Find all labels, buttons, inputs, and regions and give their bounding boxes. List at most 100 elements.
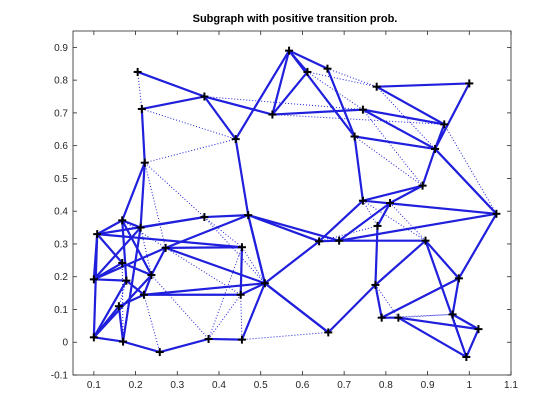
node-marker-14 <box>431 144 440 153</box>
node-marker-12 <box>440 120 449 129</box>
node-marker-13 <box>350 132 359 141</box>
solid-edge-47 <box>92 246 167 281</box>
node-marker-17 <box>358 196 367 205</box>
node-marker-1 <box>137 104 146 113</box>
node-marker-50 <box>462 352 471 361</box>
solid-edge-36 <box>203 214 250 219</box>
solid-edge-68 <box>92 336 125 343</box>
solid-edge-22 <box>421 147 437 187</box>
node-marker-37 <box>236 290 245 299</box>
node-marker-16 <box>492 209 501 218</box>
x-tick-label-7: 0.8 <box>379 380 393 391</box>
node-marker-34 <box>139 290 148 299</box>
solid-edge-39 <box>164 246 244 249</box>
y-tick-label-10: 0.9 <box>54 43 68 54</box>
solid-edge-67 <box>457 212 498 280</box>
solid-edge-76 <box>451 313 480 331</box>
node-marker-5 <box>285 46 294 55</box>
node-marker-31 <box>118 258 127 267</box>
x-tick-label-8: 0.9 <box>421 380 435 391</box>
dotted-edge-11 <box>354 136 423 187</box>
solid-edge-70 <box>158 337 210 354</box>
node-marker-48 <box>448 310 457 319</box>
y-tick-label-6: 0.5 <box>54 174 68 185</box>
solid-edge-2 <box>140 107 146 164</box>
dotted-edge-2 <box>144 138 236 164</box>
solid-edge-6 <box>234 138 250 217</box>
node-marker-32 <box>122 276 131 285</box>
dotted-edge-28 <box>240 294 243 340</box>
y-tick-label-0: -0.1 <box>51 371 69 382</box>
solid-edge-5 <box>234 49 291 141</box>
dotted-edge-12 <box>443 124 497 215</box>
solid-edge-77 <box>465 328 480 359</box>
solid-edge-20 <box>353 135 365 202</box>
solid-edge-45 <box>92 226 142 281</box>
node-marker-42 <box>155 348 164 357</box>
dotted-edge-31 <box>398 313 453 319</box>
node-marker-49 <box>474 325 483 334</box>
node-marker-29 <box>89 275 98 284</box>
x-tick-label-3: 0.4 <box>212 380 226 391</box>
node-marker-9 <box>465 79 474 88</box>
solid-edge-64 <box>374 283 383 319</box>
solid-edge-16 <box>271 108 365 116</box>
solid-edge-9 <box>271 49 291 116</box>
dotted-edge-1 <box>204 96 363 111</box>
node-marker-35 <box>114 302 123 311</box>
solid-edge-11 <box>271 70 309 116</box>
solid-edge-89 <box>96 233 124 265</box>
solid-edge-14 <box>375 85 446 126</box>
node-marker-27 <box>118 216 127 225</box>
dotted-edge-25 <box>143 294 161 353</box>
node-marker-47 <box>394 313 403 322</box>
node-marker-21 <box>200 213 209 222</box>
dotted-edge-26 <box>151 274 209 340</box>
solid-edge-62 <box>327 283 377 334</box>
solid-edge-26 <box>388 184 424 205</box>
dotted-edge-17 <box>204 216 243 248</box>
node-marker-44 <box>237 335 246 344</box>
node-marker-6 <box>303 67 312 76</box>
axes: 0.1 0.2 0.3 0.4 0.5 0.6 0.7 0.8 0.9 1 1.1 -0.1 0 0.1 0… <box>51 30 518 391</box>
solid-edge-21 <box>353 135 437 151</box>
solid-edge-38 <box>96 233 244 249</box>
solid-edge-69 <box>121 340 161 354</box>
solid-edge-17 <box>361 108 446 126</box>
solid-edge-18 <box>361 108 437 151</box>
solid-edge-31 <box>263 240 321 285</box>
x-tick-label-2: 0.3 <box>170 380 184 391</box>
solid-edge-90 <box>117 305 125 343</box>
node-marker-23 <box>335 236 344 245</box>
node-marker-19 <box>373 221 382 230</box>
solid-edge-80 <box>424 239 468 359</box>
solid-edge-10 <box>287 49 356 138</box>
x-tick-label-5: 0.6 <box>295 380 309 391</box>
solid-edge-8 <box>287 49 329 70</box>
node-marker-22 <box>315 237 324 246</box>
solid-edge-57 <box>239 282 266 296</box>
node-marker-33 <box>147 271 156 280</box>
node-marker-2 <box>200 92 209 101</box>
solid-edge-3 <box>203 95 237 141</box>
dotted-edge-0 <box>141 108 236 140</box>
dotted-edge-21 <box>121 219 166 249</box>
solid-edge-33 <box>247 214 266 285</box>
solid-edge-91 <box>121 219 128 282</box>
dotted-edge-34 <box>241 331 329 341</box>
node-marker-25 <box>237 243 246 252</box>
dotted-edge-22 <box>140 227 152 276</box>
dotted-edge-39 <box>137 71 143 110</box>
solid-edge-78 <box>397 316 468 359</box>
solid-edge-48 <box>92 261 124 281</box>
node-marker-30 <box>161 243 170 252</box>
solid-edge-51 <box>121 261 153 277</box>
solid-edge-52 <box>125 279 146 296</box>
dotted-edge-19 <box>241 246 266 284</box>
x-tick-label-9: 1 <box>467 380 473 391</box>
node-marker-7 <box>323 64 332 73</box>
solid-edge-23 <box>433 147 498 215</box>
x-tick-label-0: 0.1 <box>87 380 101 391</box>
dotted-edge-24 <box>121 262 124 342</box>
